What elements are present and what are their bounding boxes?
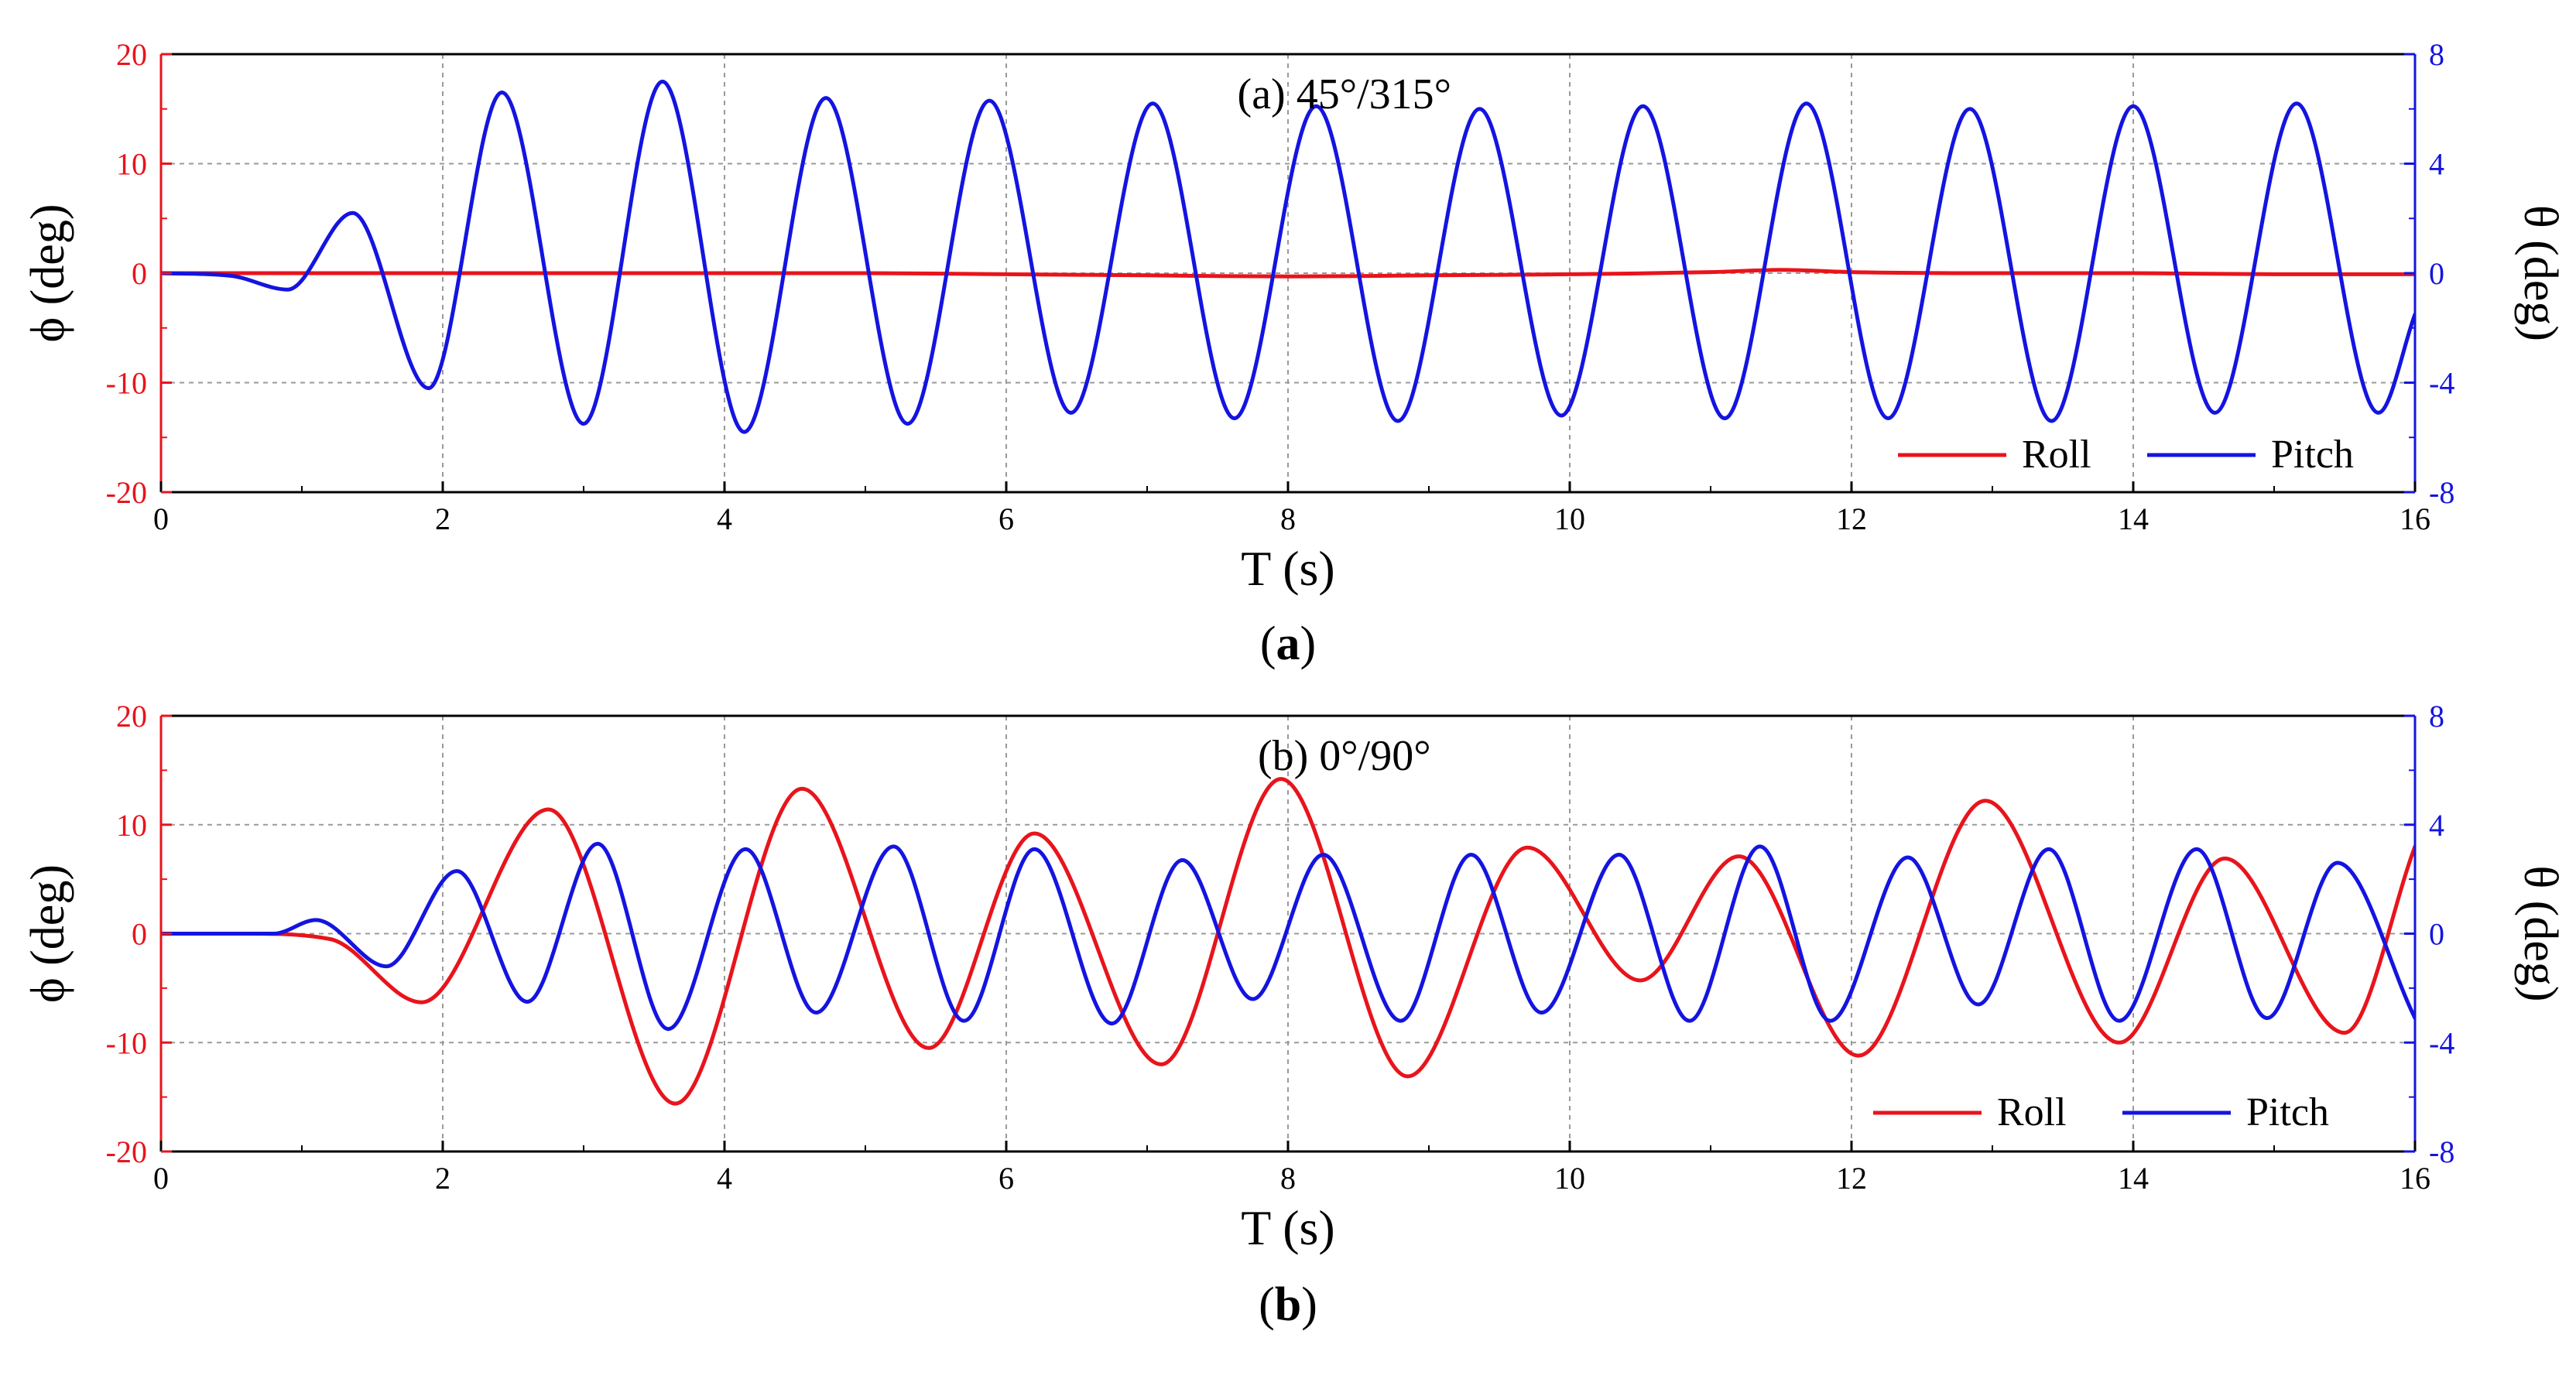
y-ticks-right: 8 4 0 -4 -8 — [2404, 699, 2454, 1169]
y-tick-label-right: 8 — [2429, 699, 2444, 734]
y-axis-label-right: θ (deg) — [2514, 865, 2567, 1001]
y-tick-label-right: -4 — [2429, 1025, 2454, 1060]
x-tick-label: 0 — [153, 1161, 169, 1196]
y-tick-label-left: -10 — [106, 1025, 147, 1060]
y-tick-label-left: -20 — [106, 1134, 147, 1169]
x-tick-label: 12 — [1836, 1161, 1867, 1196]
caption-paren-close: ) — [1300, 618, 1317, 670]
y-tick-label-left: 10 — [116, 808, 147, 843]
x-tick-label: 4 — [717, 1161, 732, 1196]
chart-title: (a) 45°/315° — [1238, 70, 1452, 118]
legend-label-pitch: Pitch — [2271, 433, 2354, 477]
x-tick-label: 14 — [2118, 501, 2149, 536]
x-tick-label: 10 — [1554, 501, 1585, 536]
y-tick-label-right: -8 — [2429, 475, 2454, 510]
panel-a: 0 2 4 6 8 10 12 14 16 20 10 0 -10 -20 8 4 0 -4 -8 (a) 45°/3… — [22, 37, 2567, 670]
grid-lines — [161, 716, 2415, 1151]
x-ticks: 0 2 4 6 8 10 12 14 16 — [153, 1141, 2430, 1196]
x-tick-label: 2 — [435, 501, 450, 536]
y-tick-label-right: 4 — [2429, 147, 2444, 182]
series-line-roll — [161, 268, 2415, 279]
x-tick-label: 10 — [1554, 1161, 1585, 1196]
y-ticks-left: 20 10 0 -10 -20 — [106, 699, 172, 1169]
series-group — [161, 777, 2415, 1106]
y-tick-label-right: 0 — [2429, 917, 2444, 952]
x-tick-label: 16 — [2400, 1161, 2430, 1196]
y-tick-label-right: 8 — [2429, 37, 2444, 72]
caption-letter: a — [1276, 618, 1300, 670]
x-axis-label: T (s) — [1241, 541, 1334, 596]
series-line-pitch — [161, 841, 2415, 1032]
y-tick-label-left: 0 — [132, 256, 147, 291]
x-tick-label: 8 — [1280, 501, 1296, 536]
panel-caption: (b) — [1259, 1278, 1317, 1331]
x-tick-label: 16 — [2400, 501, 2430, 536]
x-tick-label: 6 — [999, 501, 1014, 536]
x-ticks: 0 2 4 6 8 10 12 14 16 — [153, 481, 2430, 536]
y-tick-label-left: 10 — [116, 147, 147, 182]
panel-caption: (a) — [1260, 618, 1316, 670]
y-ticks-left: 20 10 0 -10 -20 — [106, 37, 172, 510]
panel-b: 0 2 4 6 8 10 12 14 16 20 10 0 -10 -20 8 4 0 -4 -8 (b) 0°/90… — [22, 699, 2567, 1331]
y-tick-label-left: -10 — [106, 366, 147, 401]
y-tick-label-right: -4 — [2429, 366, 2454, 401]
caption-paren-open: ( — [1259, 1278, 1275, 1331]
chart-title: (b) 0°/90° — [1258, 732, 1431, 780]
y-tick-label-left: 0 — [132, 917, 147, 952]
x-tick-label: 0 — [153, 501, 169, 536]
legend-label-pitch: Pitch — [2246, 1090, 2329, 1134]
y-tick-label-right: 0 — [2429, 256, 2444, 291]
x-tick-label: 12 — [1836, 501, 1867, 536]
y-tick-label-right: -8 — [2429, 1134, 2454, 1169]
x-axis-label: T (s) — [1241, 1200, 1334, 1255]
y-ticks-right: 8 4 0 -4 -8 — [2404, 37, 2454, 510]
y-axis-label-right: θ (deg) — [2514, 205, 2567, 341]
caption-paren-open: ( — [1260, 618, 1276, 670]
x-tick-label: 6 — [999, 1161, 1014, 1196]
x-tick-label: 2 — [435, 1161, 450, 1196]
y-axis-label-left: ϕ (deg) — [22, 204, 74, 343]
legend-label-roll: Roll — [2022, 433, 2091, 477]
x-tick-label: 4 — [717, 501, 732, 536]
caption-letter: b — [1275, 1278, 1301, 1331]
y-tick-label-right: 4 — [2429, 808, 2444, 843]
x-tick-label: 14 — [2118, 1161, 2149, 1196]
x-tick-label: 8 — [1280, 1161, 1296, 1196]
series-line-pitch — [161, 79, 2415, 434]
caption-paren-close: ) — [1301, 1278, 1317, 1331]
legend: Roll Pitch — [1898, 433, 2354, 477]
y-axis-label-left: ϕ (deg) — [22, 864, 74, 1003]
legend-label-roll: Roll — [1997, 1090, 2067, 1134]
series-group — [161, 79, 2415, 434]
y-tick-label-left: -20 — [106, 475, 147, 510]
legend: Roll Pitch — [1873, 1090, 2329, 1134]
y-tick-label-left: 20 — [116, 699, 147, 734]
y-tick-label-left: 20 — [116, 37, 147, 72]
